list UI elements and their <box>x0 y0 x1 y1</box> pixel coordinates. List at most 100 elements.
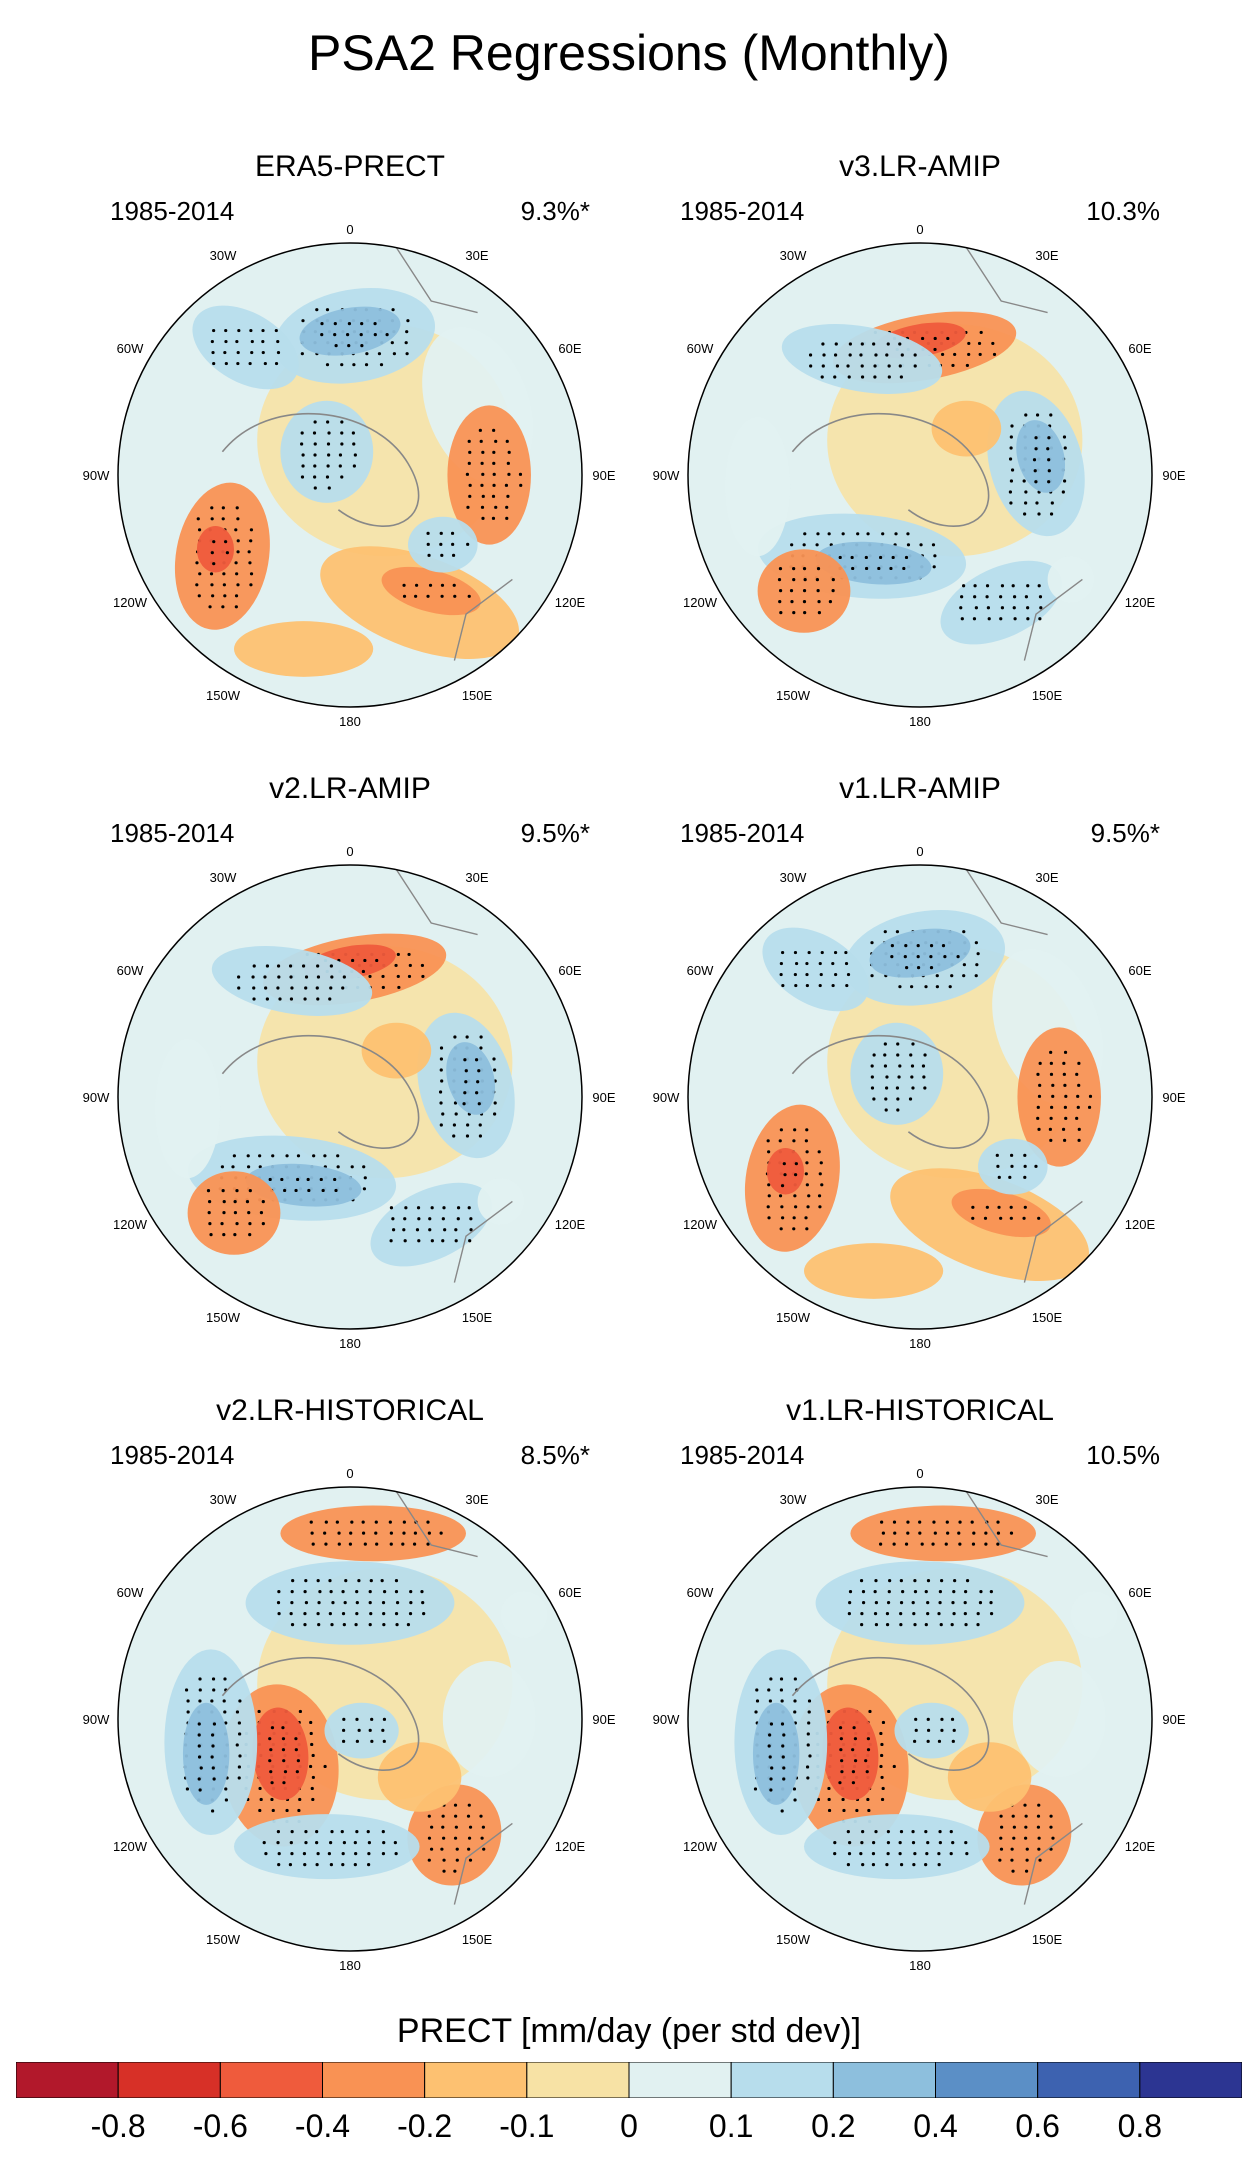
significance-stippling <box>1036 1050 1093 1142</box>
colorbar-segment <box>1037 2062 1141 2098</box>
longitude-label: 180 <box>909 714 931 729</box>
colorbar-segment <box>526 2062 630 2098</box>
significance-stippling <box>780 1162 798 1188</box>
longitude-label: 90E <box>1162 1090 1185 1105</box>
longitude-label: 0 <box>346 1466 353 1481</box>
longitude-label: 90W <box>653 468 680 483</box>
panel-title: ERA5-PRECT <box>254 150 446 183</box>
significance-stippling <box>959 584 1043 621</box>
colorbar-tick-label: -0.2 <box>397 2108 453 2144</box>
significance-stippling <box>206 1188 265 1237</box>
longitude-label: 120W <box>683 1217 718 1232</box>
longitude-label: 90E <box>1162 468 1185 483</box>
antarctic-coastline <box>221 412 420 527</box>
longitude-label: 30E <box>465 870 488 885</box>
precip-field <box>118 1487 582 1951</box>
continent-coastline <box>965 247 1083 661</box>
longitude-label: 60W <box>687 1585 714 1600</box>
longitude-label: 30E <box>1035 1492 1058 1507</box>
colorbar-tick-label: 0.2 <box>811 2108 856 2144</box>
map-boundary <box>687 1486 1153 1952</box>
panel-period: 1985-2014 <box>680 1440 805 1470</box>
longitude-label: 90W <box>83 468 110 483</box>
longitude-label: 120W <box>683 1839 718 1854</box>
longitude-label: 180 <box>909 1958 931 1973</box>
longitude-label: 60W <box>117 341 144 356</box>
panel-variance: 9.5%* <box>520 818 590 848</box>
continent-coastline <box>395 247 513 661</box>
longitude-label: 30E <box>1035 248 1058 263</box>
panel-title: v3.LR-AMIP <box>839 150 1001 183</box>
significance-stippling <box>833 1830 969 1867</box>
longitude-label: 150W <box>206 1932 241 1947</box>
longitude-label: 60E <box>1128 341 1151 356</box>
significance-stippling <box>402 583 471 598</box>
significance-stippling <box>300 420 357 490</box>
colorbar-segment <box>424 2062 528 2098</box>
longitude-label: 120E <box>555 1839 586 1854</box>
longitude-label: 90E <box>592 468 615 483</box>
longitude-label: 180 <box>339 714 361 729</box>
longitude-label: 120E <box>1125 1217 1156 1232</box>
significance-stippling <box>465 428 523 520</box>
panel-variance: 9.3%* <box>520 196 590 226</box>
longitude-label: 150W <box>776 688 811 703</box>
longitude-label: 60E <box>1128 1585 1151 1600</box>
longitude-label: 30W <box>210 1492 237 1507</box>
significance-stippling <box>320 322 389 348</box>
longitude-label: 60W <box>687 341 714 356</box>
colorbar-segment <box>117 2062 221 2098</box>
precip-field <box>688 243 1152 707</box>
panel-title: v1.LR-AMIP <box>839 772 1001 805</box>
panel-title: v2.LR-HISTORICAL <box>216 1394 484 1427</box>
colorbar-tick-label: 0.4 <box>913 2108 958 2144</box>
panel-variance: 10.5% <box>1086 1440 1160 1470</box>
map-boundary <box>117 242 583 708</box>
longitude-label: 120E <box>555 595 586 610</box>
longitude-label: 60W <box>687 963 714 978</box>
map-panel-v1-amip: v1.LR-AMIP 1985-2014 9.5%* 0 30E 60E 90E 120… <box>640 772 1200 1351</box>
colorbar-ticks: -0.8 -0.6 -0.4 -0.2 -0.1 0 0.1 0.2 0.4 0.6 0.8 <box>0 2108 1258 2152</box>
antarctic-coastline <box>791 1034 990 1149</box>
continent-coastline <box>395 869 513 1283</box>
significance-stippling <box>210 540 230 566</box>
panel-period: 1985-2014 <box>110 818 235 848</box>
longitude-label: 120E <box>555 1217 586 1232</box>
longitude-label: 90W <box>83 1712 110 1727</box>
significance-stippling <box>808 342 917 379</box>
longitude-label: 150E <box>462 1310 493 1325</box>
significance-stippling <box>427 1803 486 1873</box>
panel-period: 1985-2014 <box>110 196 235 226</box>
longitude-label: 0 <box>346 222 353 237</box>
antarctic-coastline <box>791 1656 990 1771</box>
significance-stippling <box>426 531 470 557</box>
longitude-label: 120W <box>113 595 148 610</box>
panel-period: 1985-2014 <box>680 818 805 848</box>
longitude-label: 60W <box>117 1585 144 1600</box>
polar-map: 0 30E 60E 90E 120E 150E 180 150W 120W 90W 60W 30W <box>83 844 616 1351</box>
map-boundary <box>117 1486 583 1952</box>
significance-stippling <box>262 1830 398 1867</box>
polar-map: 0 30E 60E 90E 120E 150E 180 150W 120W 90W 60W 30W <box>653 844 1186 1351</box>
longitude-label: 60E <box>558 963 581 978</box>
longitude-label: 0 <box>346 844 353 859</box>
longitude-label: 150E <box>462 1932 493 1947</box>
longitude-label: 150W <box>776 1310 811 1325</box>
longitude-label: 30W <box>210 248 237 263</box>
longitude-label: 30E <box>1035 870 1058 885</box>
colorbar-tick-label: 0.1 <box>708 2108 754 2144</box>
significance-stippling <box>870 1042 927 1112</box>
longitude-label: 30W <box>780 1492 807 1507</box>
significance-stippling <box>197 1722 217 1792</box>
map-boundary <box>117 864 583 1330</box>
colorbar-tick-label: -0.8 <box>90 2108 146 2144</box>
significance-stippling <box>998 1803 1055 1873</box>
map-boundary <box>687 242 1153 708</box>
panel-variance: 9.5%* <box>1090 818 1160 848</box>
longitude-label: 0 <box>916 222 923 237</box>
colorbar-segment <box>628 2062 732 2098</box>
significance-stippling <box>462 1058 481 1106</box>
significance-stippling <box>779 950 851 988</box>
significance-stippling <box>276 1578 426 1627</box>
polar-map: 0 30E 60E 90E 120E 150E 180 150W 120W 90W 60W 30W <box>653 1466 1186 1973</box>
